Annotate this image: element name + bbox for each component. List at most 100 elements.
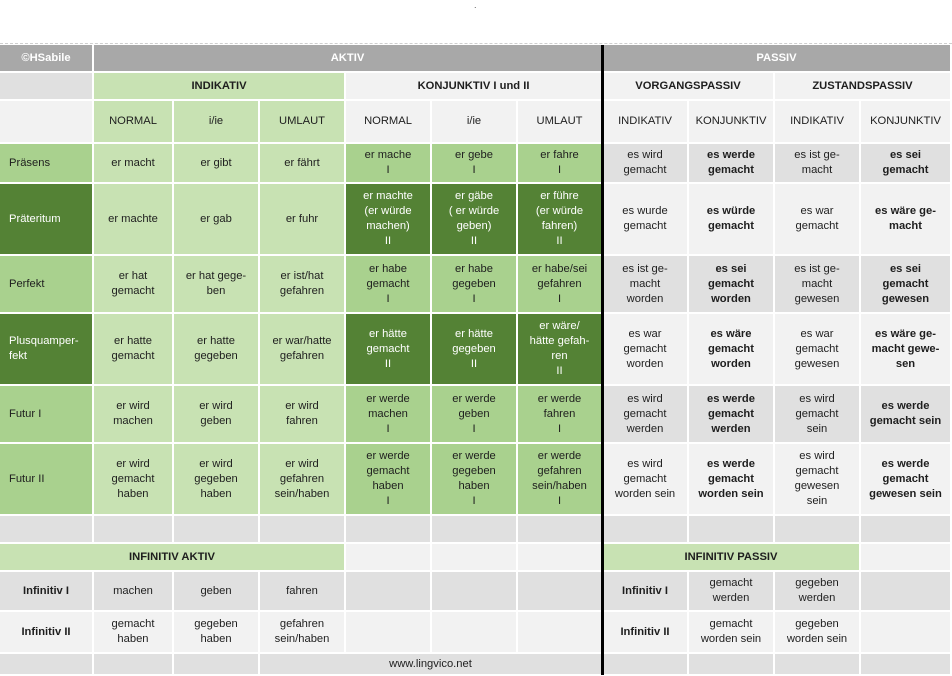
conjugation-cell-text: es wäre gemacht worden [707, 327, 754, 370]
aktiv-passiv-divider [601, 45, 604, 675]
conjugation-cell: er hat gege- ben [174, 256, 260, 314]
conjugation-cell-text: er fuhr [285, 212, 319, 225]
conjugation-cell-text: er machte (er würde machen) II [363, 190, 413, 247]
infinitiv-aktiv-cell: gegeben haben [174, 612, 260, 654]
spacer-cell [775, 516, 861, 544]
conjugation-cell: er hätte gegeben II [432, 314, 518, 386]
tense-label: Futur I [0, 386, 94, 444]
conjugation-cell-text: es war gemacht gewesen [794, 327, 840, 370]
empty-cell [861, 544, 952, 572]
indikativ-header-text: INDIKATIV [191, 79, 247, 92]
conjugation-cell: er werde geben I [432, 386, 518, 444]
conjugation-cell: es wird gemacht sein [775, 386, 861, 444]
spacer-cell [346, 516, 432, 544]
infinitiv-passiv-cell: gegeben worden sein [775, 612, 861, 654]
conjugation-cell-text: er wird fahren [285, 400, 319, 427]
conjugation-cell: er wird machen [94, 386, 174, 444]
conjugation-cell-text: er wird gemacht haben [111, 457, 155, 500]
conjugation-cell-text: es wäre ge- macht gewe- sen [871, 327, 940, 370]
column-subheader-text: NORMAL [364, 115, 412, 127]
aktiv-header: AKTIV [94, 45, 603, 73]
conjugation-cell: er werde gefahren sein/haben I [518, 444, 603, 516]
conjugation-cell-text: er macht [111, 156, 155, 169]
infinitiv-aktiv-cell: machen [94, 572, 174, 612]
conjugation-cell-text: er wird geben [199, 400, 233, 427]
spacer-cell [603, 516, 689, 544]
conjugation-cell-text: es wird gemacht [623, 149, 667, 176]
conjugation-cell-text: es sei gemacht worden [707, 262, 754, 305]
conjugation-cell: er habe gegeben I [432, 256, 518, 314]
zustandspassiv-header-text: ZUSTANDSPASSIV [812, 79, 913, 92]
empty-cell [346, 572, 432, 612]
conjugation-cell-text: er war/hatte gefahren [272, 335, 332, 362]
conjugation-cell-text: er werde machen I [366, 392, 410, 435]
conjugation-cell: es werde gemacht worden sein [689, 444, 775, 516]
conjugation-cell-text: es sei gemacht gewesen [881, 262, 930, 305]
column-subheader: INDIKATIV [603, 101, 689, 144]
conjugation-cell: er gibt [174, 144, 260, 184]
conjugation-cell-text: er führe (er würde fahren) II [535, 190, 584, 247]
conjugation-cell: es wird gemacht [603, 144, 689, 184]
conjugation-cell: er war/hatte gefahren [260, 314, 346, 386]
footer-url-text: www.lingvico.net [389, 657, 472, 670]
infinitiv-passiv-label-text: Infinitiv II [620, 625, 670, 638]
infinitiv-aktiv-cell: geben [174, 572, 260, 612]
conjugation-cell: es wäre gemacht worden [689, 314, 775, 386]
infinitiv-passiv-cell: gemacht worden sein [689, 612, 775, 654]
infinitiv-passiv-cell: gemacht werden [689, 572, 775, 612]
footer-cell [94, 654, 174, 676]
footer-cell [775, 654, 861, 676]
conjugation-cell: er führe (er würde fahren) II [518, 184, 603, 256]
empty-cell [0, 73, 94, 101]
conjugation-cell: er wird gegeben haben [174, 444, 260, 516]
tense-label: Futur II [0, 444, 94, 516]
column-subheader: i/ie [432, 101, 518, 144]
infinitiv-aktiv-cell: gemacht haben [94, 612, 174, 654]
conjugation-cell: er wird fahren [260, 386, 346, 444]
conjugation-cell: er hat gemacht [94, 256, 174, 314]
infinitiv-passiv-header-text: INFINITIV PASSIV [684, 550, 778, 563]
column-subheader-text: INDIKATIV [618, 115, 672, 127]
column-subheader: UMLAUT [518, 101, 603, 144]
infinitiv-passiv-cell-text: gemacht werden [709, 577, 753, 604]
column-subheader-text: KONJUNKTIV [695, 115, 767, 127]
conjugation-cell: es sei gemacht worden [689, 256, 775, 314]
conjugation-cell-text: es ist ge- macht gewesen [794, 262, 840, 305]
tense-label-text: Perfekt [9, 277, 45, 290]
infinitiv-aktiv-cell-text: fahren [286, 584, 318, 597]
conjugation-cell-text: es wird gemacht werden [623, 392, 667, 435]
conjugation-cell-text: er hat gemacht [111, 270, 155, 297]
column-subheader-text: i/ie [208, 115, 224, 127]
infinitiv-label: Infinitiv I [0, 572, 94, 612]
empty-cell [432, 544, 518, 572]
conjugation-cell-text: es sei gemacht [882, 149, 929, 176]
column-subheader-text: i/ie [466, 115, 482, 127]
conjugation-cell: es werde gemacht werden [689, 386, 775, 444]
conjugation-cell: er hätte gemacht II [346, 314, 432, 386]
conjugation-cell: es war gemacht [775, 184, 861, 256]
conjugation-cell: es wird gemacht werden [603, 386, 689, 444]
infinitiv-label-text: Infinitiv I [23, 584, 69, 597]
empty-cell [861, 572, 952, 612]
infinitiv-aktiv-cell-text: machen [113, 584, 153, 597]
conjugation-cell: er wird geben [174, 386, 260, 444]
spacer-cell [518, 516, 603, 544]
conjugation-cell: er werde fahren I [518, 386, 603, 444]
conjugation-cell: er machte [94, 184, 174, 256]
empty-cell [432, 612, 518, 654]
spacer-cell [689, 516, 775, 544]
empty-cell [861, 612, 952, 654]
conjugation-cell-text: er mache I [364, 149, 412, 176]
column-subheader: NORMAL [346, 101, 432, 144]
top-dashed-line [0, 43, 952, 44]
empty-cell [518, 572, 603, 612]
tense-label: Plusquamper- fekt [0, 314, 94, 386]
empty-cell [518, 612, 603, 654]
conjugation-cell-text: es war gemacht worden [623, 327, 667, 370]
passiv-header: PASSIV [603, 45, 952, 73]
conjugation-cell: er wird gefahren sein/haben [260, 444, 346, 516]
infinitiv-passiv-cell-text: gegeben worden sein [786, 618, 848, 645]
conjugation-cell-text: er wäre/ hätte gefah- ren II [529, 320, 590, 377]
passiv-header-text: PASSIV [756, 51, 797, 64]
conjugation-cell-text: er fahre I [540, 149, 579, 176]
